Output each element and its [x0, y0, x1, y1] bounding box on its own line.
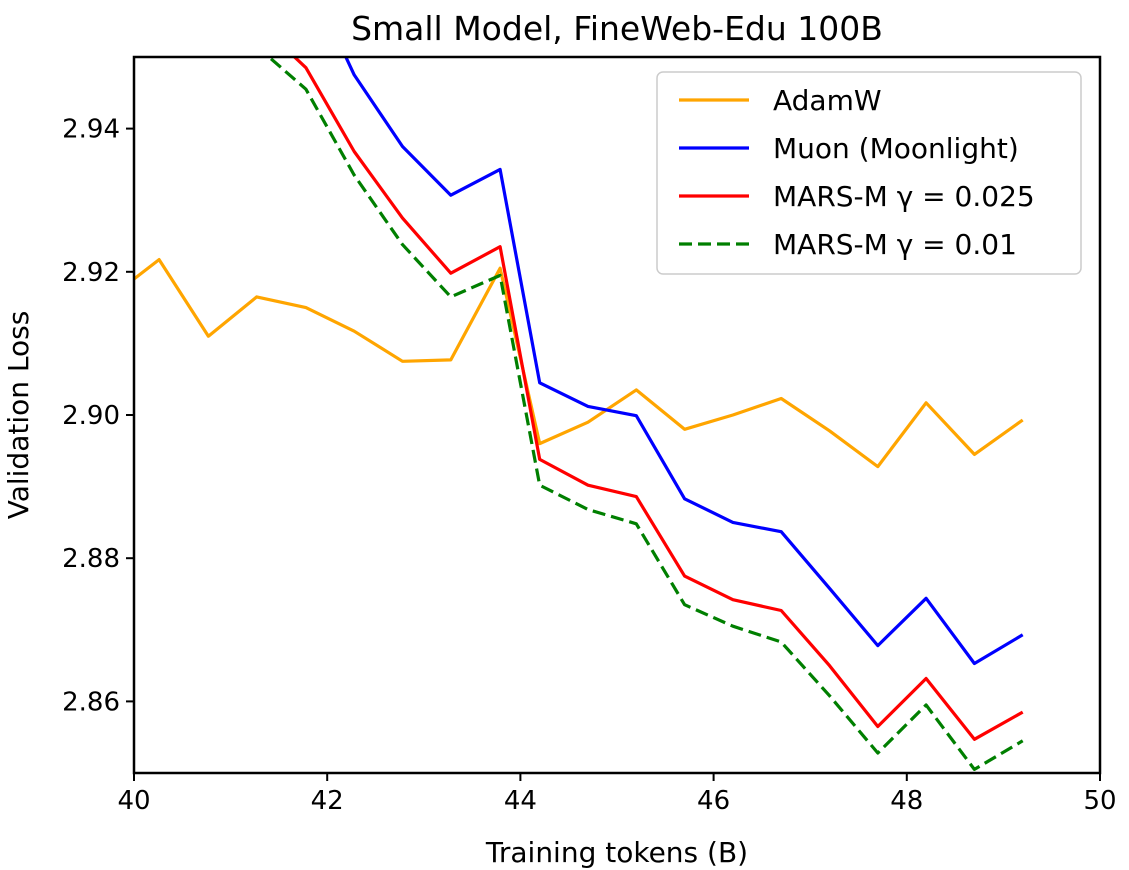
x-axis: 40 42 44 46 48 50	[117, 773, 1117, 816]
x-tick-label: 40	[117, 786, 150, 816]
y-tick-label: 2.88	[62, 544, 120, 574]
x-tick-label: 44	[504, 786, 537, 816]
x-axis-label: Training tokens (B)	[485, 836, 748, 869]
legend-label-3: MARS-M γ = 0.01	[773, 228, 1017, 261]
y-tick-label: 2.86	[62, 687, 120, 717]
series-line-0	[134, 258, 1024, 469]
chart-title: Small Model, FineWeb-Edu 100B	[351, 9, 883, 48]
legend-box	[656, 71, 1082, 275]
y-axis-label: Validation Loss	[2, 311, 35, 520]
series-line-2	[292, 57, 1024, 741]
y-tick-label: 2.90	[62, 401, 120, 431]
y-axis: 2.86 2.88 2.90 2.92 2.94	[62, 115, 134, 717]
series-line-1	[344, 57, 1024, 666]
x-tick-label: 48	[890, 786, 923, 816]
series-line-3	[266, 57, 1024, 772]
series-layer	[134, 57, 1024, 772]
x-tick-label: 46	[697, 786, 730, 816]
legend: AdamW Muon (Moonlight) MARS-M γ = 0.025 MAR…	[656, 71, 1082, 275]
y-tick-label: 2.94	[62, 115, 120, 145]
x-tick-label: 42	[311, 786, 344, 816]
legend-label-1: Muon (Moonlight)	[773, 132, 1019, 165]
legend-label-0: AdamW	[773, 84, 882, 117]
y-tick-label: 2.92	[62, 258, 120, 288]
legend-label-2: MARS-M γ = 0.025	[773, 180, 1035, 213]
x-tick-label: 50	[1083, 786, 1116, 816]
